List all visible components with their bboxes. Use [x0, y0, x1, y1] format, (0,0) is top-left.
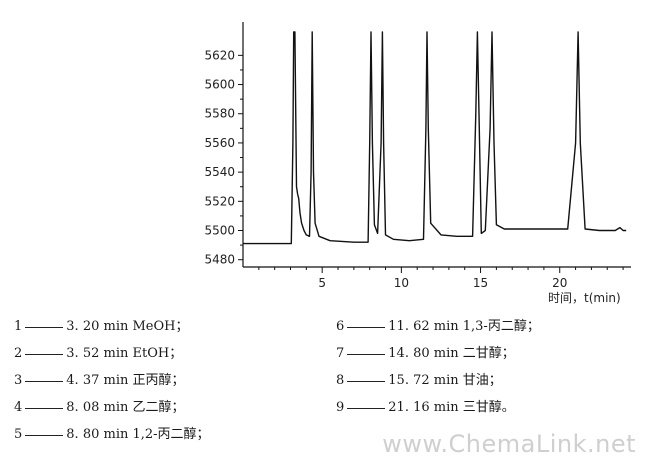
legend-dash — [25, 435, 64, 436]
legend-text: 14. 80 min 二甘醇； — [388, 346, 515, 361]
x-axis-label: 时间，t(min) — [548, 291, 621, 305]
legend-item: 3 4. 37 min 正丙醇； — [14, 367, 210, 394]
legend-number: 8 — [336, 373, 345, 388]
x-tick-label: 5 — [318, 276, 326, 290]
y-tick-label: 5500 — [204, 224, 235, 238]
y-tick-label: 5560 — [204, 136, 235, 150]
legend-dash — [347, 408, 386, 409]
legend-dash — [347, 354, 386, 355]
legend-text: 8. 80 min 1,2-丙二醇； — [66, 427, 210, 442]
legend-number: 6 — [336, 319, 345, 334]
legend-text: 21. 16 min 三甘醇。 — [388, 400, 515, 415]
peak-legend-left: 1 3. 20 min MeOH； 2 3. 52 min EtOH； 3 4. 37… — [14, 313, 210, 448]
x-tick-label: 20 — [552, 276, 567, 290]
peak-legend-right: 6 11. 62 min 1,3-丙二醇； 7 14. 80 min 二甘醇； 8 1… — [336, 313, 540, 421]
legend-text: 3. 20 min MeOH； — [66, 319, 189, 334]
y-tick-label: 5580 — [204, 107, 235, 121]
x-tick-label: 15 — [473, 276, 488, 290]
chromatogram-trace — [243, 31, 627, 245]
legend-text: 11. 62 min 1,3-丙二醇； — [388, 319, 540, 334]
legend-text: 3. 52 min EtOH； — [66, 346, 183, 361]
legend-dash — [347, 381, 386, 382]
legend-number: 9 — [336, 400, 345, 415]
y-axis-ticks: 5480 5500 5520 5540 5560 5580 5600 5620 — [204, 48, 243, 267]
legend-number: 4 — [14, 400, 23, 415]
x-axis-ticks: 5 10 15 20 — [258, 267, 624, 290]
x-tick-label: 10 — [394, 276, 409, 290]
y-tick-label: 5540 — [204, 165, 235, 179]
legend-item: 4 8. 08 min 乙二醇； — [14, 394, 210, 421]
legend-number: 5 — [14, 427, 23, 442]
legend-text: 8. 08 min 乙二醇； — [66, 400, 185, 415]
y-tick-label: 5480 — [204, 253, 235, 267]
legend-item: 2 3. 52 min EtOH； — [14, 340, 210, 367]
legend-dash — [25, 408, 64, 409]
legend-item: 6 11. 62 min 1,3-丙二醇； — [336, 313, 540, 340]
legend-item: 1 3. 20 min MeOH； — [14, 313, 210, 340]
y-tick-label: 5520 — [204, 194, 235, 208]
legend-number: 7 — [336, 346, 345, 361]
chromatogram-chart: 5480 5500 5520 5540 5560 5580 5600 5620 5 10 15 20… — [204, 22, 631, 305]
legend-text: 4. 37 min 正丙醇； — [66, 373, 185, 388]
legend-item: 8 15. 72 min 甘油； — [336, 367, 540, 394]
legend-item: 7 14. 80 min 二甘醇； — [336, 340, 540, 367]
y-tick-label: 5620 — [204, 48, 235, 62]
legend-dash — [347, 327, 386, 328]
legend-number: 1 — [14, 319, 23, 334]
y-tick-label: 5600 — [204, 78, 235, 92]
legend-number: 2 — [14, 346, 23, 361]
chart-axes — [242, 22, 631, 268]
legend-dash — [25, 381, 64, 382]
legend-item: 9 21. 16 min 三甘醇。 — [336, 394, 540, 421]
legend-text: 15. 72 min 甘油； — [388, 373, 502, 388]
legend-number: 3 — [14, 373, 23, 388]
watermark: www.ChemaLink.net — [382, 430, 636, 458]
legend-dash — [25, 327, 64, 328]
legend-item: 5 8. 80 min 1,2-丙二醇； — [14, 421, 210, 448]
legend-dash — [25, 354, 64, 355]
